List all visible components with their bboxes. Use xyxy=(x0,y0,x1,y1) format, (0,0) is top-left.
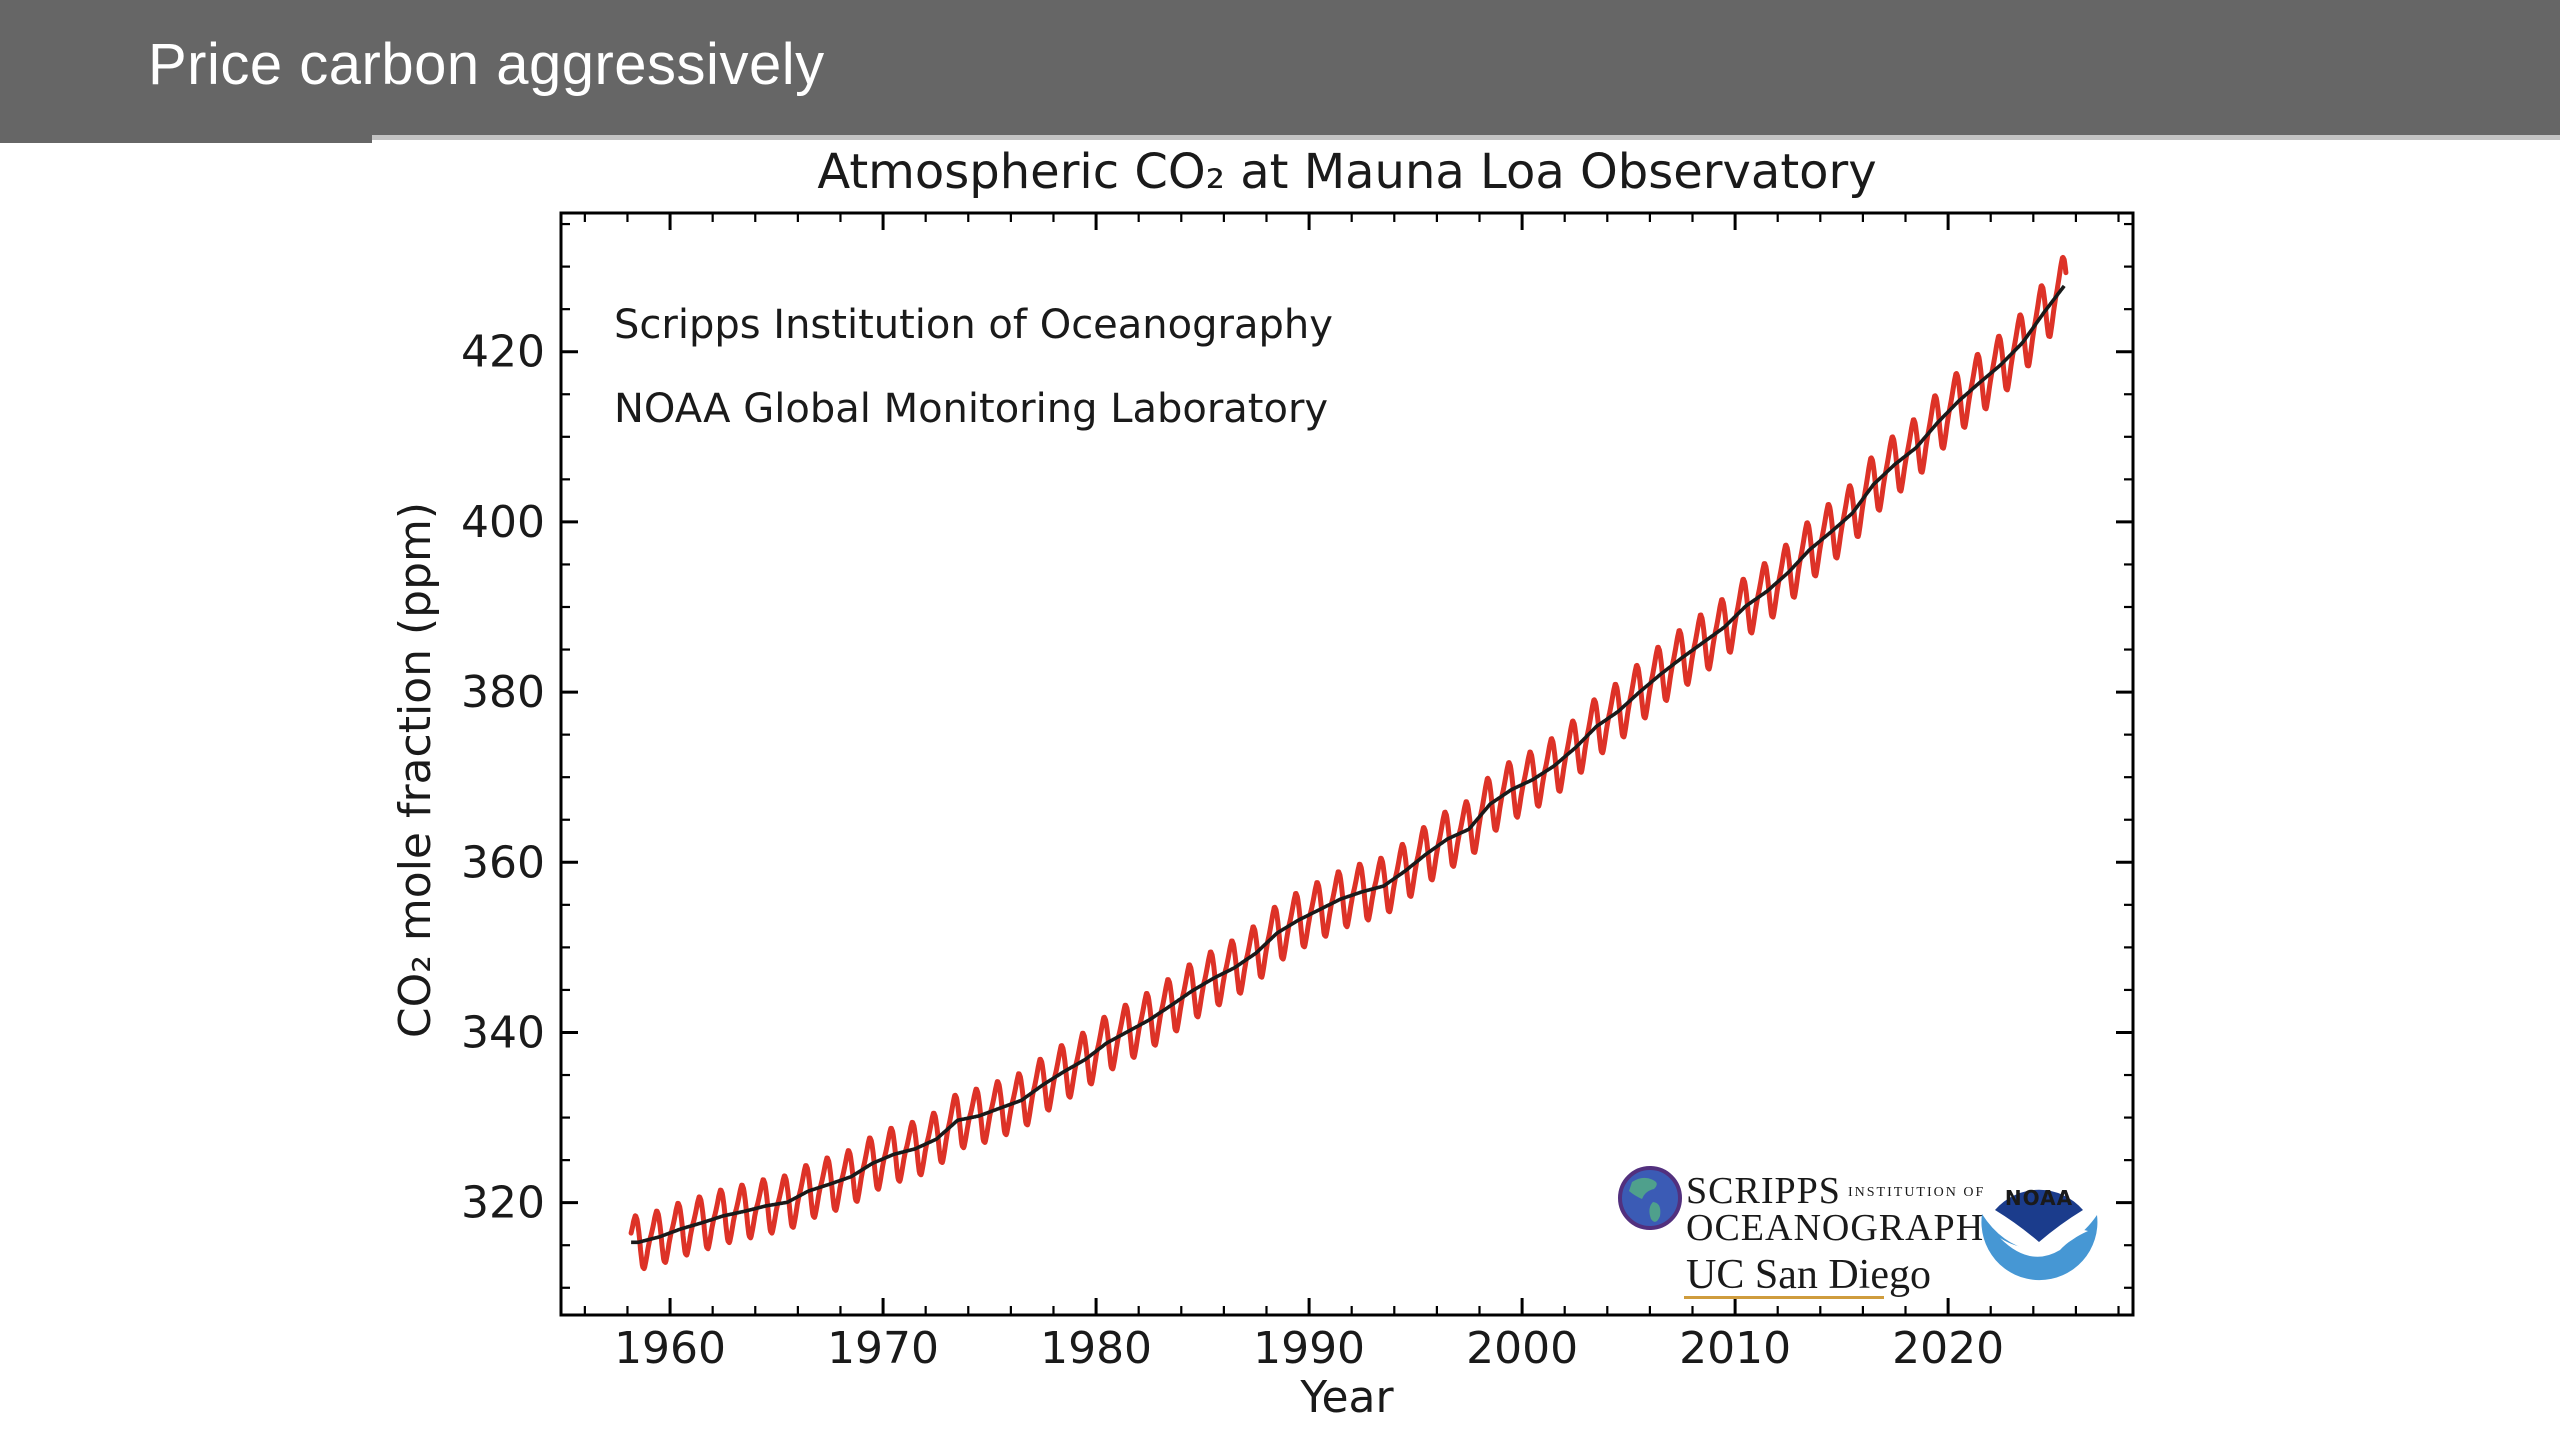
scripps-globe-icon xyxy=(1618,1166,1682,1230)
scripps-globe-land xyxy=(1629,1177,1661,1222)
x-tick-label: 1970 xyxy=(827,1323,939,1374)
y-tick-label: 340 xyxy=(461,1007,545,1058)
y-tick-label: 380 xyxy=(461,667,545,718)
data-lines xyxy=(628,254,2069,1272)
noaa-label: NOAA xyxy=(2005,1186,2073,1210)
slide-title: Price carbon aggressively xyxy=(148,32,825,97)
x-tick-label: 1980 xyxy=(1040,1323,1152,1374)
y-tick-label: 360 xyxy=(461,837,545,888)
y-tick-label: 320 xyxy=(461,1178,545,1229)
monthly-co2-line xyxy=(628,254,2069,1272)
y-tick-label: 420 xyxy=(461,327,545,378)
plot-area: 1960 1970 1980 1990 2000 2010 2020 320 340 360 380… xyxy=(461,213,2133,1374)
x-tick-label: 2020 xyxy=(1892,1323,2004,1374)
trend-co2-line xyxy=(629,284,2066,1245)
x-tick-label: 2010 xyxy=(1679,1323,1791,1374)
scripps-institution-of: INSTITUTION OF xyxy=(1848,1185,1985,1200)
annotation-scripps: Scripps Institution of Oceanography xyxy=(614,302,1333,348)
annotation-noaa: NOAA Global Monitoring Laboratory xyxy=(614,386,1328,432)
noaa-dark-fan xyxy=(1995,1189,2083,1242)
x-tick-label: 2000 xyxy=(1466,1323,1578,1374)
x-tick-label: 1960 xyxy=(614,1323,726,1374)
ucsd-wordmark: UC San Diego xyxy=(1686,1252,1931,1298)
ucsd-underline xyxy=(1684,1296,1884,1299)
tick-labels: 1960 1970 1980 1990 2000 2010 2020 320 340 360 380… xyxy=(461,327,2004,1374)
title-bar-notch xyxy=(0,135,372,143)
y-axis-label: CO₂ mole fraction (ppm) xyxy=(390,502,441,1038)
axis-frame xyxy=(559,211,2135,1317)
noaa-gull-icon xyxy=(2000,1229,2088,1257)
slide-title-bar: Price carbon aggressively xyxy=(0,0,2560,135)
chart-title: Atmospheric CO₂ at Mauna Loa Observatory xyxy=(817,144,1876,200)
x-tick-label: 1990 xyxy=(1253,1323,1365,1374)
scripps-wordmark: SCRIPPS xyxy=(1686,1170,1841,1212)
title-bar-shadow xyxy=(372,135,2560,140)
x-axis-label: Year xyxy=(1299,1372,1394,1423)
noaa-logo-icon: NOAA xyxy=(1981,1169,2098,1285)
y-tick-label: 400 xyxy=(461,497,545,548)
noaa-light-crescent xyxy=(1981,1214,2098,1281)
scripps-logo: SCRIPPS INSTITUTION OF OCEANOGRAPHY UC S… xyxy=(1618,1166,2013,1299)
scripps-oceanography: OCEANOGRAPHY xyxy=(1686,1207,2013,1249)
axis-ticks xyxy=(561,213,2133,1315)
